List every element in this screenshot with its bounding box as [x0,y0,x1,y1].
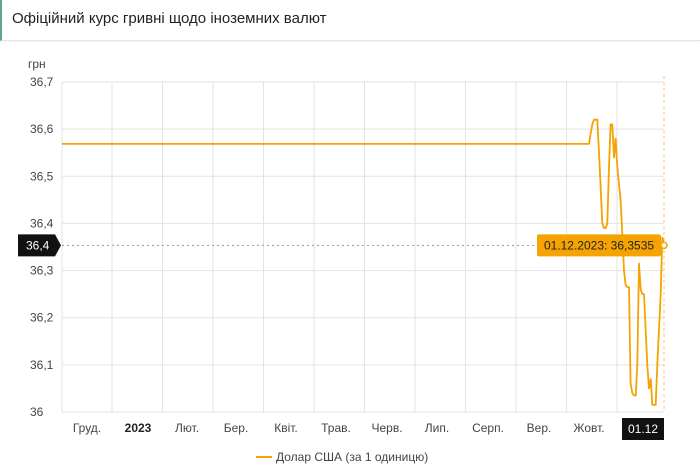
y-tick-label: 36,3 [30,264,54,278]
y-tick-label: 36,7 [30,75,54,89]
x-tick-label: Груд. [73,421,101,435]
series-line-usd[interactable] [62,118,665,406]
x-tick-label: Квіт. [274,421,298,435]
x-tick-label: Бер. [224,421,249,435]
x-tick-label: Трав. [321,421,351,435]
crosshair-y-label: 36,4 [26,238,50,252]
x-tick-label: Серп. [472,421,504,435]
tooltip-text: 01.12.2023: 36,3535 [544,238,654,252]
crosshair: 36,4 01.12 01.12.2023: 36,3535 [18,234,668,440]
hover-point [660,241,668,250]
x-axis: Груд. 2023 Лют. Бер. Квіт. Трав. Черв. Лип. Серп… [73,421,605,435]
x-tick-label: Лют. [175,421,199,435]
legend-label: Долар США (за 1 одиницю) [276,450,428,464]
y-tick-label: 36,4 [30,216,54,230]
x-tick-label: Вер. [527,421,552,435]
y-axis: 36,7 36,6 36,5 36,4 36,3 36,2 36,1 36 [30,75,54,419]
x-tick-label: Черв. [371,421,402,435]
x-tick-label: 2023 [125,421,152,435]
y-axis-label: грн [28,57,46,71]
y-tick-label: 36,5 [30,169,54,183]
y-tick-label: 36,6 [30,122,54,136]
chart-header: Офіційний курс гривні щодо іноземних вал… [0,0,700,41]
y-tick-label: 36,2 [30,311,54,325]
crosshair-y-label-box [18,234,61,257]
tooltip-box [537,234,661,257]
legend[interactable]: Долар США (за 1 одиницю) [256,450,428,464]
y-tick-label: 36,1 [30,358,54,372]
chart-title: Офіційний курс гривні щодо іноземних вал… [12,10,327,27]
y-tick-label: 36 [30,405,44,419]
crosshair-x-label-box [622,418,664,440]
crosshair-x-label: 01.12 [628,422,658,436]
x-tick-label: Жовт. [573,421,604,435]
series-layer [62,118,665,406]
x-tick-label: Лип. [425,421,449,435]
